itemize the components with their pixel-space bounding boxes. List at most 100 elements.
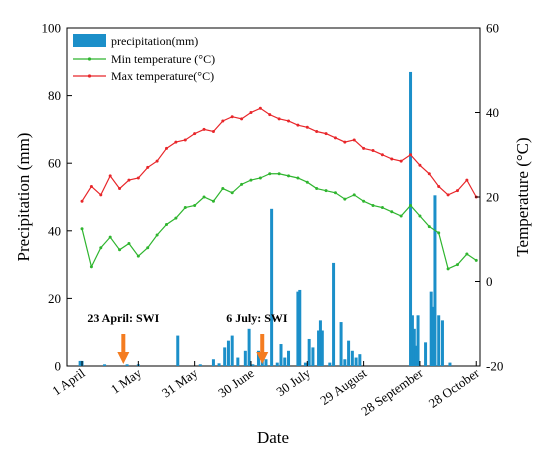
min-temperature-point <box>409 203 413 207</box>
min-temperature-point <box>221 187 225 191</box>
left-axis-tick-label: 60 <box>48 156 61 171</box>
precipitation-bar <box>247 328 251 366</box>
precipitation-bar <box>416 315 420 366</box>
precipitation-bar <box>317 330 321 366</box>
precipitation-bar <box>350 350 354 366</box>
max-temperature-point <box>202 127 206 131</box>
min-temperature-point <box>474 258 478 262</box>
min-temperature-point <box>362 199 366 203</box>
precipitation-bar <box>243 350 247 366</box>
max-temperature-point <box>427 172 431 176</box>
legend-min-marker <box>87 57 92 61</box>
max-temperature-point <box>89 184 93 188</box>
legend: precipitation(mm) Min temperature (°C) M… <box>73 34 215 83</box>
plot-area: 23 April: SWI 6 July: SWI <box>66 27 481 367</box>
precipitation-bar <box>431 306 435 366</box>
legend-precipitation-swatch <box>73 34 106 47</box>
precipitation-bar <box>437 315 441 366</box>
min-temperature-point <box>465 252 469 256</box>
max-temperature-point <box>155 159 159 163</box>
legend-precipitation-label: precipitation(mm) <box>111 34 198 48</box>
precipitation-bar <box>433 195 437 366</box>
left-axis-tick-label: 40 <box>48 223 61 238</box>
min-temperature-point <box>108 235 112 239</box>
right-y-axis: -20 0 20 40 60 <box>475 21 503 374</box>
swi-annotation-label: 23 April: SWI <box>87 311 159 325</box>
min-temperature-point <box>399 214 403 218</box>
min-temperature-point <box>390 210 394 214</box>
right-axis-tick-label: -20 <box>486 359 503 374</box>
max-temperature-point <box>136 176 140 180</box>
max-temperature-point <box>146 165 150 169</box>
max-temperature-point <box>390 157 394 161</box>
min-temperature-point <box>371 203 375 207</box>
left-axis-title: Precipitation (mm) <box>14 133 33 262</box>
precipitation-bar <box>264 359 268 366</box>
x-axis-tick-label: 30 June <box>215 365 257 400</box>
min-temperature-point <box>427 225 431 229</box>
max-temperature-point <box>399 159 403 163</box>
precipitation-bar <box>311 347 315 366</box>
x-axis-tick-label: 31 May <box>159 365 201 401</box>
x-axis-title: Date <box>257 428 289 447</box>
min-temperature-point <box>268 172 272 176</box>
max-temperature-point <box>371 149 375 153</box>
min-temperature-point <box>446 267 450 271</box>
min-temperature-point <box>249 178 253 182</box>
x-axis-tick-label: 29 August <box>317 365 369 408</box>
min-temperature-point <box>315 187 319 191</box>
min-temperature-point <box>118 248 122 252</box>
precipitation-bar <box>223 347 227 366</box>
min-temperature-point <box>165 222 168 226</box>
max-temperature-point <box>380 153 384 157</box>
swi-annotation-label: 6 July: SWI <box>226 311 288 325</box>
max-temperature-point <box>362 146 366 150</box>
precipitation-bar <box>410 315 414 366</box>
precipitation-bar <box>198 364 202 366</box>
precipitation-bar <box>409 71 413 366</box>
min-temperature-point <box>333 191 337 195</box>
min-temperature-point <box>89 265 93 269</box>
max-temperature-point <box>118 187 122 191</box>
precipitation-bar <box>414 345 418 366</box>
min-temperature-point <box>418 214 422 218</box>
precipitation-bar <box>217 363 221 366</box>
max-temperature-point <box>183 138 187 142</box>
max-temperature-point <box>211 130 215 134</box>
precipitation-bar <box>429 291 433 366</box>
x-axis-tick-label: 1 May <box>108 365 145 397</box>
min-temperature-point <box>174 216 178 220</box>
right-axis-tick-label: 40 <box>486 105 499 120</box>
min-temperature-line <box>81 173 477 270</box>
max-temperature-point <box>127 178 131 182</box>
precipitation-bar <box>347 340 351 366</box>
legend-max-marker <box>87 74 92 78</box>
x-axis: 1 April 1 May 31 May 30 June 30 July 29 Augus… <box>49 361 483 419</box>
precipitation-bar <box>303 362 307 366</box>
precipitation-bar <box>448 362 452 366</box>
max-temperature-point <box>165 146 168 150</box>
legend-min-label: Min temperature (°C) <box>111 52 215 66</box>
precipitation-bar <box>412 328 416 366</box>
precipitation-bar <box>283 357 287 366</box>
precipitation-bar <box>296 291 300 366</box>
right-axis-title: Temperature (°C) <box>513 137 532 256</box>
min-temperature-point <box>437 231 441 235</box>
precipitation-bar <box>307 338 311 366</box>
swi-arrow-icon <box>256 334 269 364</box>
max-temperature-point <box>315 130 319 134</box>
min-temperature-point <box>183 206 187 210</box>
min-temperature-point <box>380 206 384 210</box>
precipitation-bars <box>78 71 452 366</box>
min-temperature-point <box>352 193 356 197</box>
precipitation-bar <box>358 354 362 366</box>
min-temperature-point <box>258 176 262 180</box>
min-temperature-point <box>211 199 215 203</box>
min-temperature-point <box>287 174 291 178</box>
x-axis-tick-label: 30 July <box>273 365 313 399</box>
left-axis-tick-label: 0 <box>55 359 62 374</box>
max-temperature-point <box>324 132 328 136</box>
precipitation-bar <box>332 262 336 366</box>
max-temperature-point <box>277 117 281 121</box>
precipitation-bar <box>354 357 358 366</box>
